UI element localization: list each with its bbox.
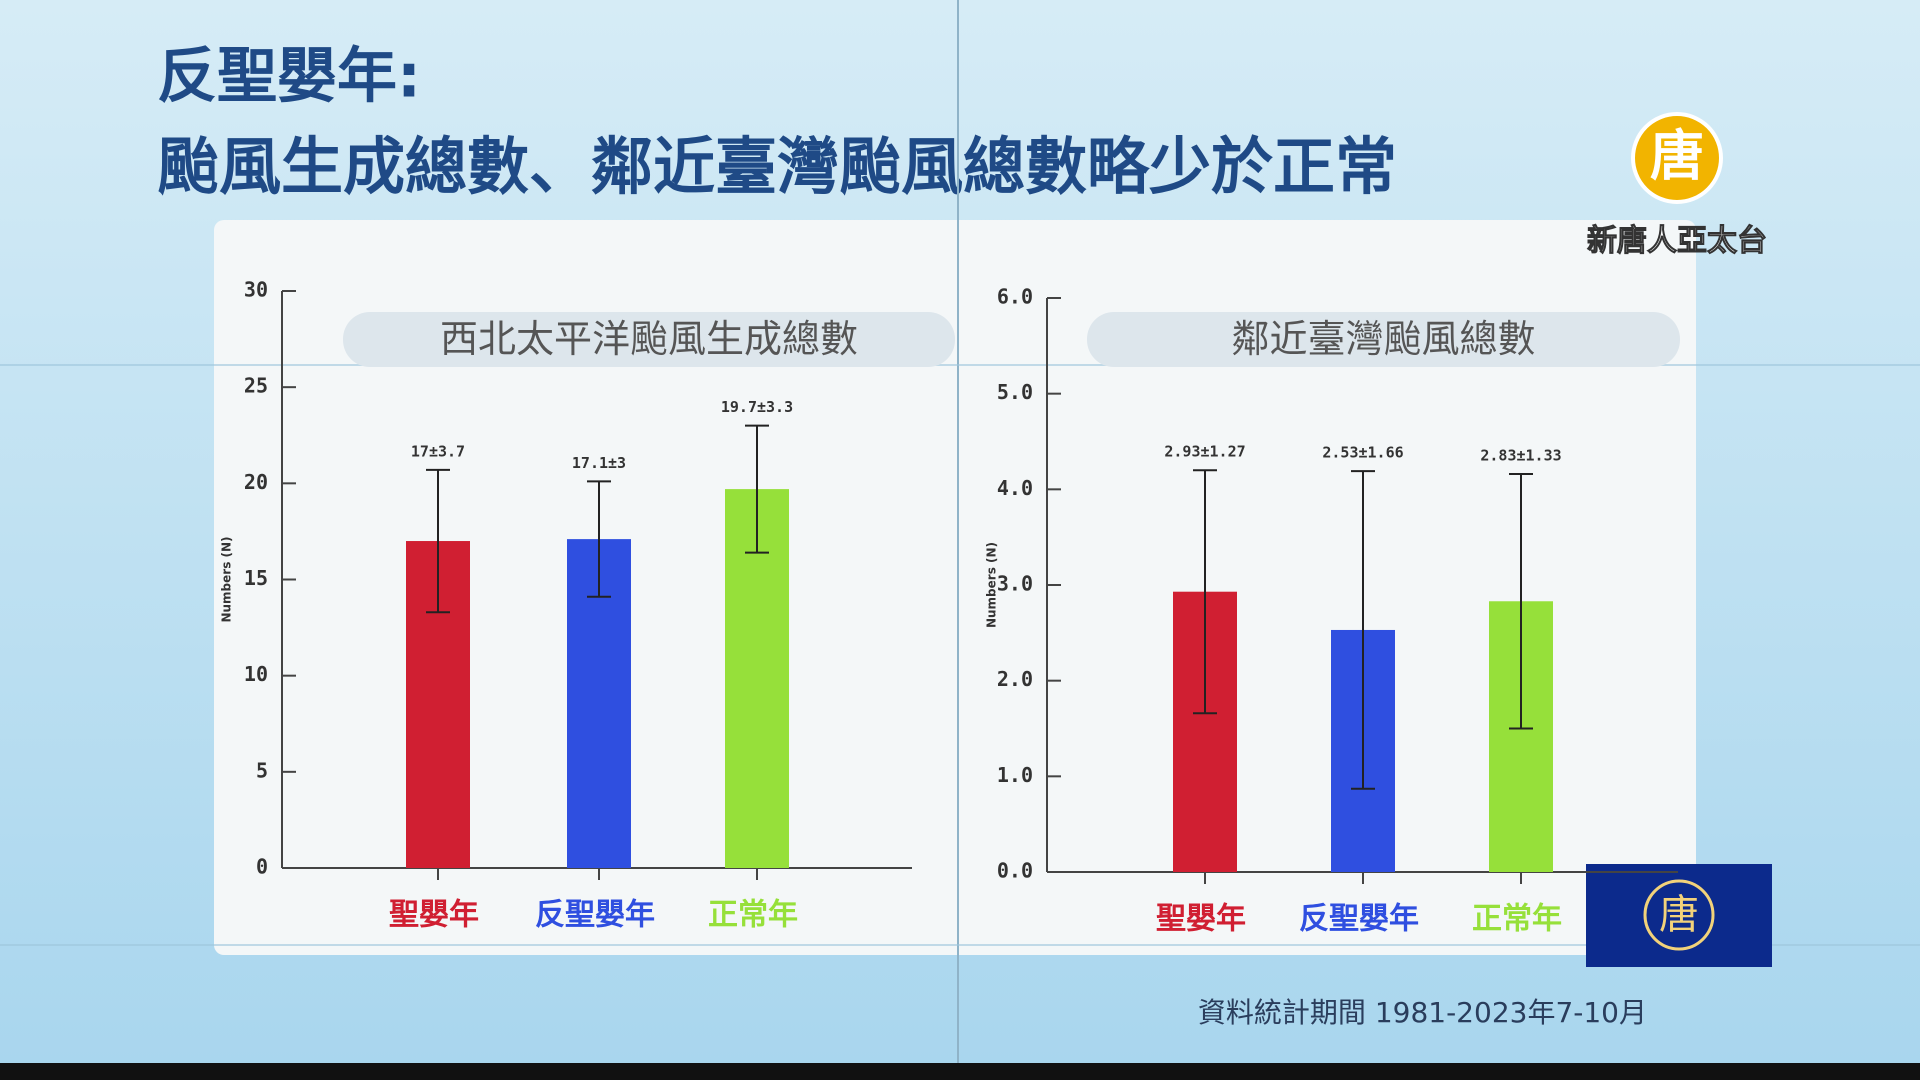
value-label: 19.7±3.3 xyxy=(721,398,793,416)
y-tick-label: 0 xyxy=(256,855,268,879)
logo-name: 新唐人亞太台 xyxy=(1587,224,1767,259)
x-tick-label: 聖嬰年 xyxy=(1156,902,1246,937)
logo-circle xyxy=(1631,112,1723,204)
chart-title: 西北太平洋颱風生成總數 xyxy=(440,317,858,361)
x-tick-label: 反聖嬰年 xyxy=(535,898,655,933)
channel-glyph: 唐 xyxy=(1659,892,1699,938)
y-tick-label: 0.0 xyxy=(997,859,1033,883)
y-tick-label: 6.0 xyxy=(997,285,1033,309)
x-tick-label: 反聖嬰年 xyxy=(1299,902,1419,937)
y-axis-label: Numbers (N) xyxy=(220,536,234,622)
y-tick-label: 10 xyxy=(244,662,268,686)
x-tick-label: 正常年 xyxy=(708,898,798,933)
y-tick-label: 25 xyxy=(244,374,268,398)
value-label: 17.1±3 xyxy=(572,454,626,472)
y-tick-label: 2.0 xyxy=(997,667,1033,691)
y-tick-label: 15 xyxy=(244,566,268,590)
x-tick-label: 正常年 xyxy=(1472,902,1562,937)
y-axis-label: Numbers (N) xyxy=(985,542,999,628)
logo-glyph: 唐 xyxy=(1650,125,1704,188)
title-line2: 颱風生成總數、鄰近臺灣颱風總數略少於正常 xyxy=(157,130,1397,203)
value-label: 2.93±1.27 xyxy=(1164,443,1245,461)
y-tick-label: 20 xyxy=(244,470,268,494)
bottom-band xyxy=(0,1063,1920,1080)
y-tick-label: 4.0 xyxy=(997,476,1033,500)
title-line1: 反聖嬰年: xyxy=(157,42,421,112)
x-tick-label: 聖嬰年 xyxy=(389,898,479,933)
chart-title: 鄰近臺灣颱風總數 xyxy=(1231,317,1535,361)
value-label: 2.83±1.33 xyxy=(1480,447,1561,465)
channel-logo xyxy=(1643,879,1715,951)
value-label: 2.53±1.66 xyxy=(1322,444,1403,462)
y-tick-label: 5 xyxy=(256,758,268,782)
y-tick-label: 1.0 xyxy=(997,763,1033,787)
y-tick-label: 5.0 xyxy=(997,380,1033,404)
value-label: 17±3.7 xyxy=(411,442,465,460)
y-tick-label: 3.0 xyxy=(997,572,1033,596)
chart-title-pill xyxy=(1087,312,1680,367)
chart-title-pill xyxy=(343,312,955,367)
footnote: 資料統計期間 1981-2023年7-10月 xyxy=(1198,996,1647,1029)
y-tick-label: 30 xyxy=(244,278,268,302)
